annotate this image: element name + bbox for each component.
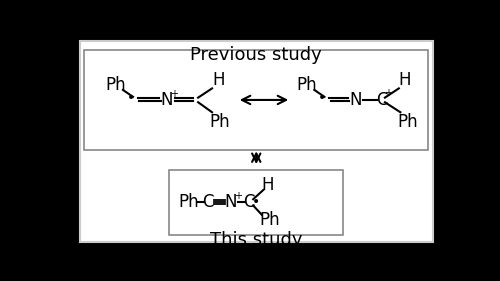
Text: Previous study: Previous study	[190, 46, 322, 64]
Text: •: •	[252, 194, 260, 209]
Text: +: +	[234, 191, 241, 201]
Bar	[170, 170, 343, 235]
Text: +: +	[384, 88, 392, 98]
Text: C: C	[202, 193, 214, 211]
Text: N: N	[224, 193, 237, 211]
Text: C: C	[376, 91, 388, 109]
Text: Ph: Ph	[105, 76, 126, 94]
Text: Ph: Ph	[398, 113, 418, 131]
Text: H: H	[399, 71, 411, 89]
Text: N: N	[161, 91, 173, 109]
Text: Ph: Ph	[296, 76, 317, 94]
Text: H: H	[213, 71, 226, 89]
Bar	[84, 50, 428, 150]
Text: H: H	[262, 176, 274, 194]
Text: Ph: Ph	[259, 211, 280, 229]
Text: Ph: Ph	[178, 193, 199, 211]
Text: •: •	[126, 91, 135, 105]
Text: •: •	[318, 91, 326, 105]
Text: Ph: Ph	[210, 113, 230, 131]
Text: N: N	[349, 91, 362, 109]
Text: This study: This study	[210, 231, 302, 249]
Text: C: C	[244, 193, 255, 211]
Text: +: +	[170, 89, 178, 99]
